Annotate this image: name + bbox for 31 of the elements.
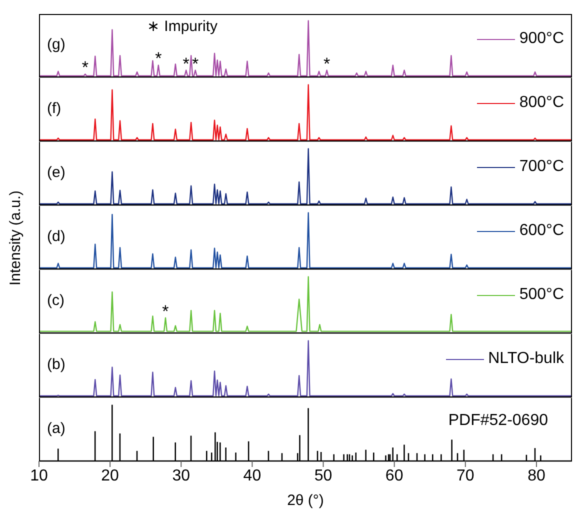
x-tick-label: 40 (243, 467, 262, 484)
annotation: (c) (47, 292, 64, 309)
legend-label: 500°C (519, 286, 564, 304)
annotation: (b) (47, 356, 66, 373)
legend-label: 900°C (519, 30, 564, 48)
x-tick-label: 60 (385, 467, 404, 484)
annotation: ∗ Impurity (147, 17, 218, 35)
annotation: (a) (47, 420, 66, 437)
legend-label: 600°C (519, 222, 564, 240)
annotation: (f) (47, 100, 62, 117)
x-tick-label: 10 (30, 467, 48, 484)
annotation: (e) (47, 164, 66, 181)
y-axis-title: Intensity (a.u.) (7, 190, 24, 286)
annotation: * (324, 54, 331, 74)
x-tick-label: 80 (528, 467, 546, 484)
legend-label: NLTO-bulk (488, 350, 564, 368)
annotation: (g) (47, 36, 66, 53)
annotation: * (192, 54, 200, 74)
legend-label: 800°C (519, 94, 564, 112)
annotation: (d) (47, 228, 66, 245)
x-tick-label: 20 (101, 467, 120, 484)
x-tick-label: 70 (456, 467, 474, 484)
annotation: * (82, 58, 89, 78)
series-label: PDF#52-0690 (448, 412, 548, 430)
legend-label: 700°C (519, 158, 564, 176)
annotation: * (155, 49, 162, 68)
annotation: * (182, 54, 190, 74)
x-tick-label: 50 (314, 467, 332, 484)
x-axis-title: 2θ (°) (287, 492, 324, 509)
annotation: * (162, 302, 170, 321)
x-tick-label: 30 (172, 467, 190, 484)
